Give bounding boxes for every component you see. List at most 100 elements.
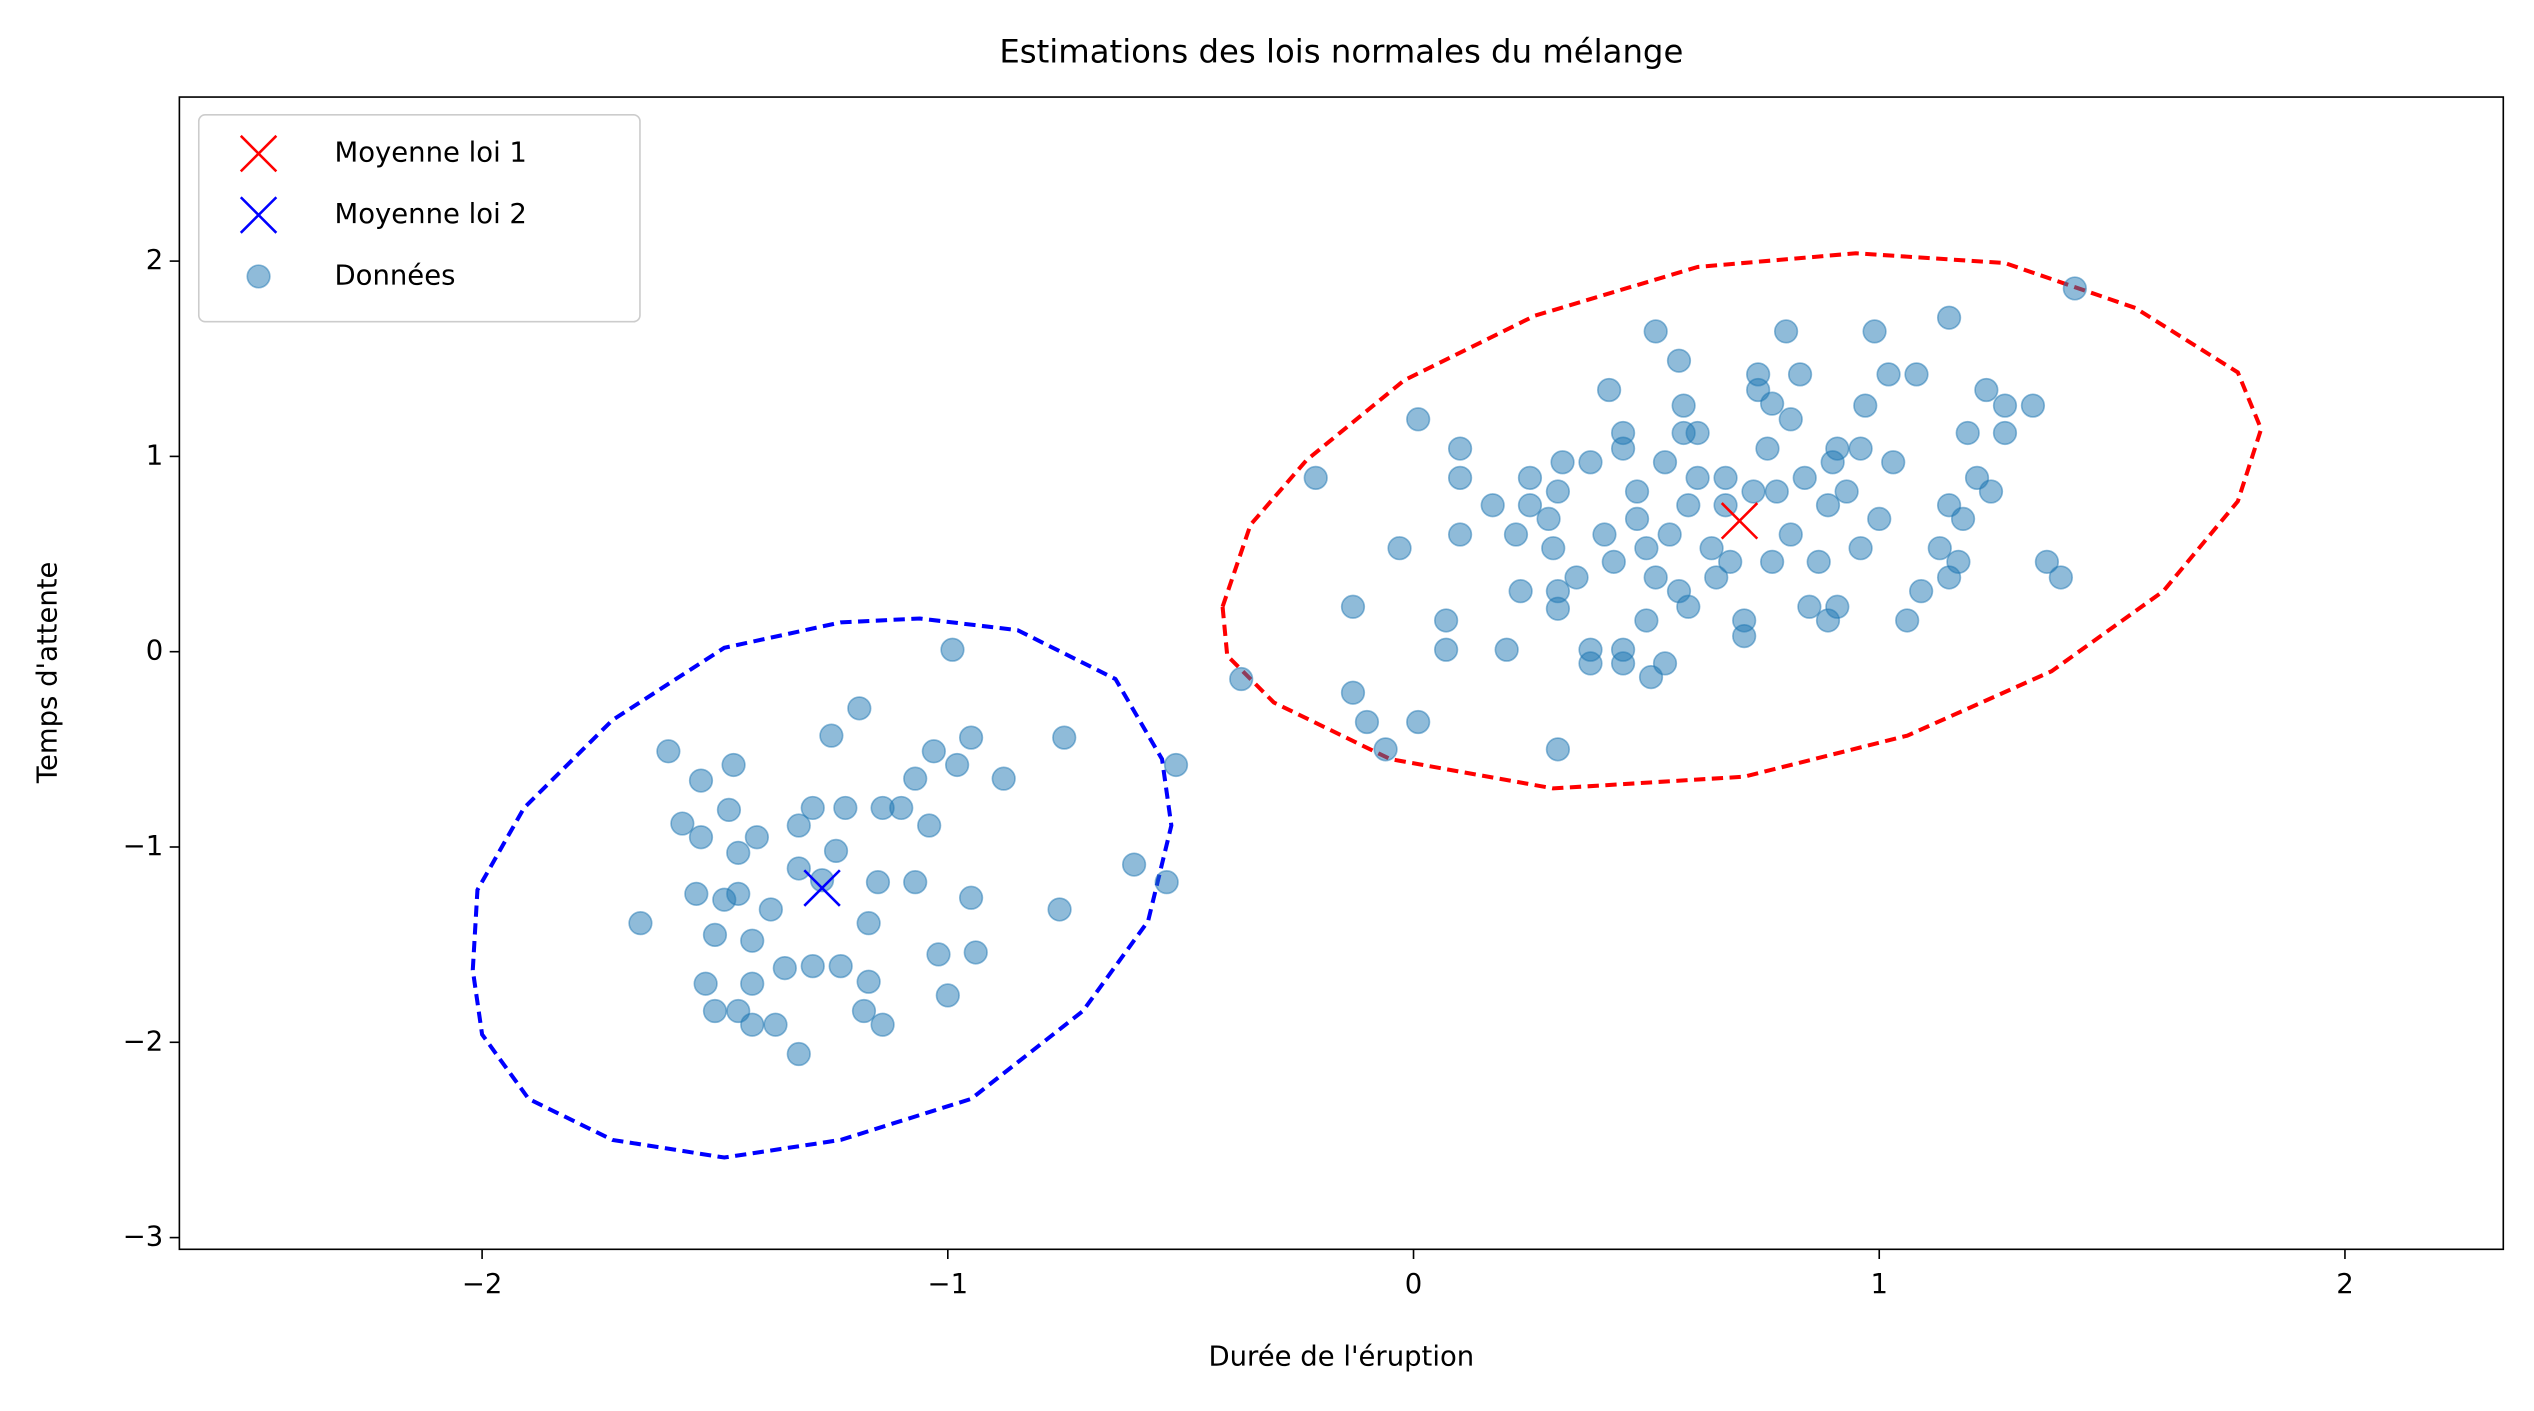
data-point [1909, 579, 1934, 604]
data-point [1643, 565, 1668, 590]
data-point [1303, 465, 1328, 491]
data-point [1163, 752, 1189, 778]
data-point [1867, 506, 1892, 532]
legend: Moyenne loi 1 Moyenne loi 2 Données [197, 114, 641, 323]
contour [1220, 251, 2264, 791]
data-point [958, 725, 984, 750]
data-point [1815, 493, 1841, 518]
data-point [1760, 391, 1785, 416]
data-point [1853, 393, 1878, 418]
data-point [688, 768, 714, 793]
contour [470, 616, 1174, 1160]
y-tick-label: 1 [146, 440, 163, 471]
data-point [1508, 579, 1533, 604]
data-point [1992, 420, 2018, 446]
data-point [1652, 651, 1678, 676]
data-point [1447, 522, 1473, 547]
data-point [1536, 506, 1561, 532]
data-point [1434, 637, 1459, 662]
data-point [684, 881, 709, 906]
data-point [870, 1012, 895, 1037]
x-tick-label: 1 [1870, 1269, 1887, 1300]
mean-marker [1720, 502, 1759, 540]
data-point [1806, 549, 1831, 574]
data-point [1773, 319, 1799, 344]
data-point [1778, 407, 1803, 432]
data-point [1643, 319, 1668, 344]
data-point [772, 955, 797, 981]
data-point [1601, 549, 1626, 574]
data-point [1746, 362, 1771, 387]
data-point [1741, 479, 1766, 504]
data-point [688, 825, 714, 850]
data-point [856, 911, 881, 936]
data-point [1797, 594, 1822, 619]
mean-marker [803, 869, 841, 907]
data-point [945, 752, 970, 778]
legend-marker [239, 196, 278, 234]
data-point [1610, 436, 1636, 461]
data-point [1578, 651, 1603, 676]
legend-marker [246, 264, 271, 289]
data-point [809, 868, 835, 893]
data-point [2048, 565, 2073, 590]
data-point [1718, 549, 1743, 574]
data-point [1834, 479, 1859, 504]
data-point [1340, 594, 1366, 619]
data-point [786, 813, 811, 838]
data-point [2034, 549, 2060, 574]
data-point [1755, 436, 1780, 461]
plot-area [470, 251, 2264, 1160]
data-point [1955, 420, 1980, 446]
x-tick-label: −1 [928, 1269, 969, 1300]
data-point [1671, 393, 1696, 418]
data-point [800, 795, 825, 821]
data-point [1685, 465, 1710, 491]
data-point [1862, 319, 1887, 344]
data-point [702, 998, 728, 1024]
data-point [903, 766, 928, 791]
data-point [1052, 725, 1077, 750]
data-point [917, 813, 942, 838]
data-point [2062, 276, 2087, 301]
data-point [940, 637, 965, 662]
y-tick-label: 2 [146, 245, 163, 276]
data-point [1545, 479, 1571, 504]
data-point [744, 825, 769, 850]
data-point [800, 954, 825, 979]
data-point [1545, 737, 1571, 762]
data-point [763, 1012, 788, 1037]
data-point [1848, 536, 1873, 561]
legend-label: Données [335, 260, 456, 291]
y-tick-label: −2 [123, 1026, 164, 1057]
data-point [670, 811, 695, 836]
data-point [1229, 666, 1254, 692]
data-point [1447, 436, 1473, 461]
data-point [1950, 506, 1976, 532]
data-point [1876, 362, 1901, 387]
data-point [1676, 594, 1701, 619]
legend-marker [239, 134, 278, 173]
data-point [1936, 565, 1962, 590]
data-point [1634, 536, 1659, 561]
data-point [1564, 565, 1589, 590]
data-point [1406, 709, 1431, 735]
data-point [1778, 522, 1803, 547]
data-point [1578, 450, 1603, 475]
y-axis-label: Temps d'attente [32, 562, 63, 785]
data-point [1787, 362, 1813, 387]
data-point [1676, 493, 1701, 518]
x-tick-label: 0 [1405, 1269, 1422, 1300]
data-point [656, 739, 681, 764]
data-point [935, 983, 960, 1008]
data-point [856, 969, 881, 994]
data-point [1517, 493, 1543, 518]
data-point [2020, 393, 2046, 418]
data-point [1354, 709, 1380, 735]
data-point [1978, 479, 2004, 504]
data-point [1792, 465, 1817, 491]
data-point [991, 766, 1016, 791]
data-point [833, 795, 858, 821]
data-point [1494, 637, 1519, 662]
